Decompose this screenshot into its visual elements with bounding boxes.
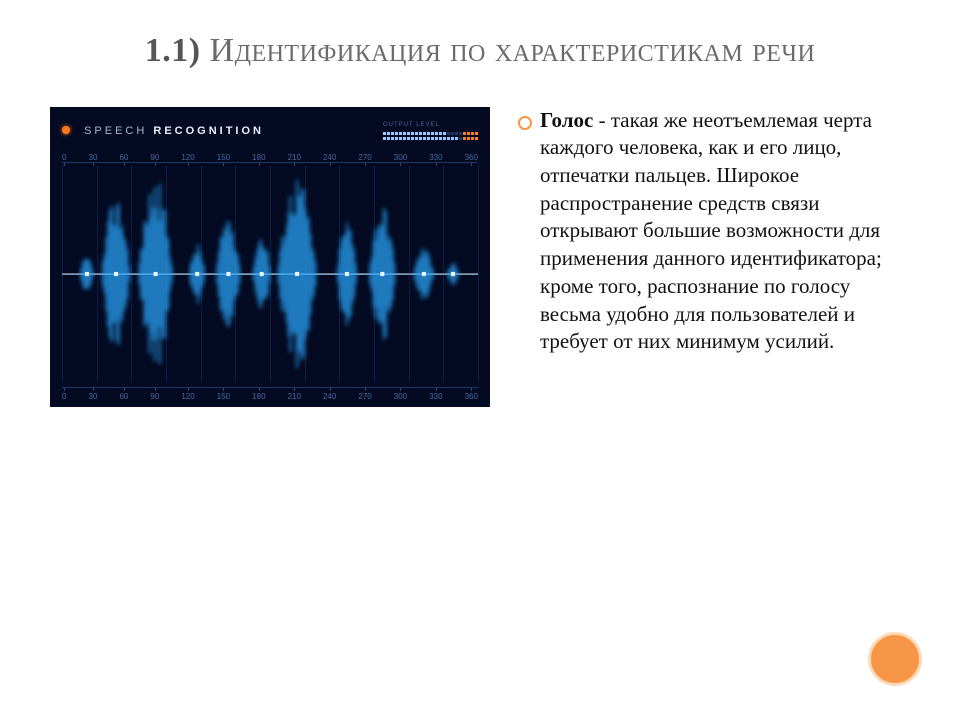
ruler-tick: 360 bbox=[465, 153, 478, 162]
ruler-tick: 30 bbox=[89, 392, 98, 401]
ruler-tick: 90 bbox=[150, 153, 159, 162]
waveform-area bbox=[62, 165, 478, 383]
ruler-tick: 0 bbox=[62, 153, 66, 162]
ruler-tick: 240 bbox=[323, 153, 336, 162]
ruler-top: 0 30 60 90 120 150 180 210 240 270 300 330 360 bbox=[62, 149, 478, 163]
figure-brand: SPEECH RECOGNITION bbox=[62, 125, 264, 137]
ruler-tick: 330 bbox=[429, 153, 442, 162]
ruler-tick: 60 bbox=[119, 153, 128, 162]
ruler-tick: 300 bbox=[394, 392, 407, 401]
record-dot-icon bbox=[62, 126, 70, 134]
ruler-tick: 60 bbox=[119, 392, 128, 401]
brand-word-2: RECOGNITION bbox=[153, 125, 264, 137]
ruler-tick: 180 bbox=[252, 392, 265, 401]
ruler-tick: 120 bbox=[181, 153, 194, 162]
slide-title: 1.1) Идентификация по характеристикам ре… bbox=[50, 30, 910, 73]
speech-waveform-figure: SPEECH RECOGNITION OUTPUT LEVEL 0 30 60 90 1… bbox=[50, 107, 490, 407]
ruler-bottom: 0 30 60 90 120 150 180 210 240 270 300 330 360 bbox=[62, 387, 478, 401]
ruler-tick: 90 bbox=[150, 392, 159, 401]
bullet-paragraph: Голос - такая же неотъемлемая черта кажд… bbox=[518, 107, 910, 356]
ruler-tick: 210 bbox=[288, 392, 301, 401]
body-bold: Голос bbox=[540, 108, 593, 132]
output-level-meter: OUTPUT LEVEL bbox=[383, 122, 478, 140]
ruler-tick: 30 bbox=[89, 153, 98, 162]
figure-header: SPEECH RECOGNITION OUTPUT LEVEL bbox=[62, 117, 478, 145]
slide: 1.1) Идентификация по характеристикам ре… bbox=[0, 0, 960, 720]
ruler-tick: 360 bbox=[465, 392, 478, 401]
ruler-tick: 330 bbox=[429, 392, 442, 401]
accent-circle-icon bbox=[868, 632, 922, 686]
body-text: Голос - такая же неотъемлемая черта кажд… bbox=[518, 107, 910, 356]
waveform-svg bbox=[62, 165, 478, 383]
level-row-2 bbox=[383, 137, 478, 140]
body-rest: - такая же неотъемлемая черта каждого че… bbox=[540, 108, 882, 354]
ruler-tick: 270 bbox=[358, 392, 371, 401]
title-text: Идентификация по характеристикам речи bbox=[210, 32, 816, 69]
brand-word-1: SPEECH bbox=[84, 125, 147, 137]
ruler-tick: 300 bbox=[394, 153, 407, 162]
ruler-tick: 240 bbox=[323, 392, 336, 401]
ruler-tick: 120 bbox=[181, 392, 194, 401]
ruler-tick: 0 bbox=[62, 392, 66, 401]
ruler-tick: 180 bbox=[252, 153, 265, 162]
ruler-tick: 150 bbox=[217, 392, 230, 401]
ruler-tick: 150 bbox=[217, 153, 230, 162]
ruler-tick: 270 bbox=[358, 153, 371, 162]
ruler-tick: 210 bbox=[288, 153, 301, 162]
level-row-1 bbox=[383, 132, 478, 135]
content-row: SPEECH RECOGNITION OUTPUT LEVEL 0 30 60 90 1… bbox=[50, 107, 910, 407]
title-number: 1.1) bbox=[145, 32, 201, 69]
level-label: OUTPUT LEVEL bbox=[383, 122, 478, 128]
